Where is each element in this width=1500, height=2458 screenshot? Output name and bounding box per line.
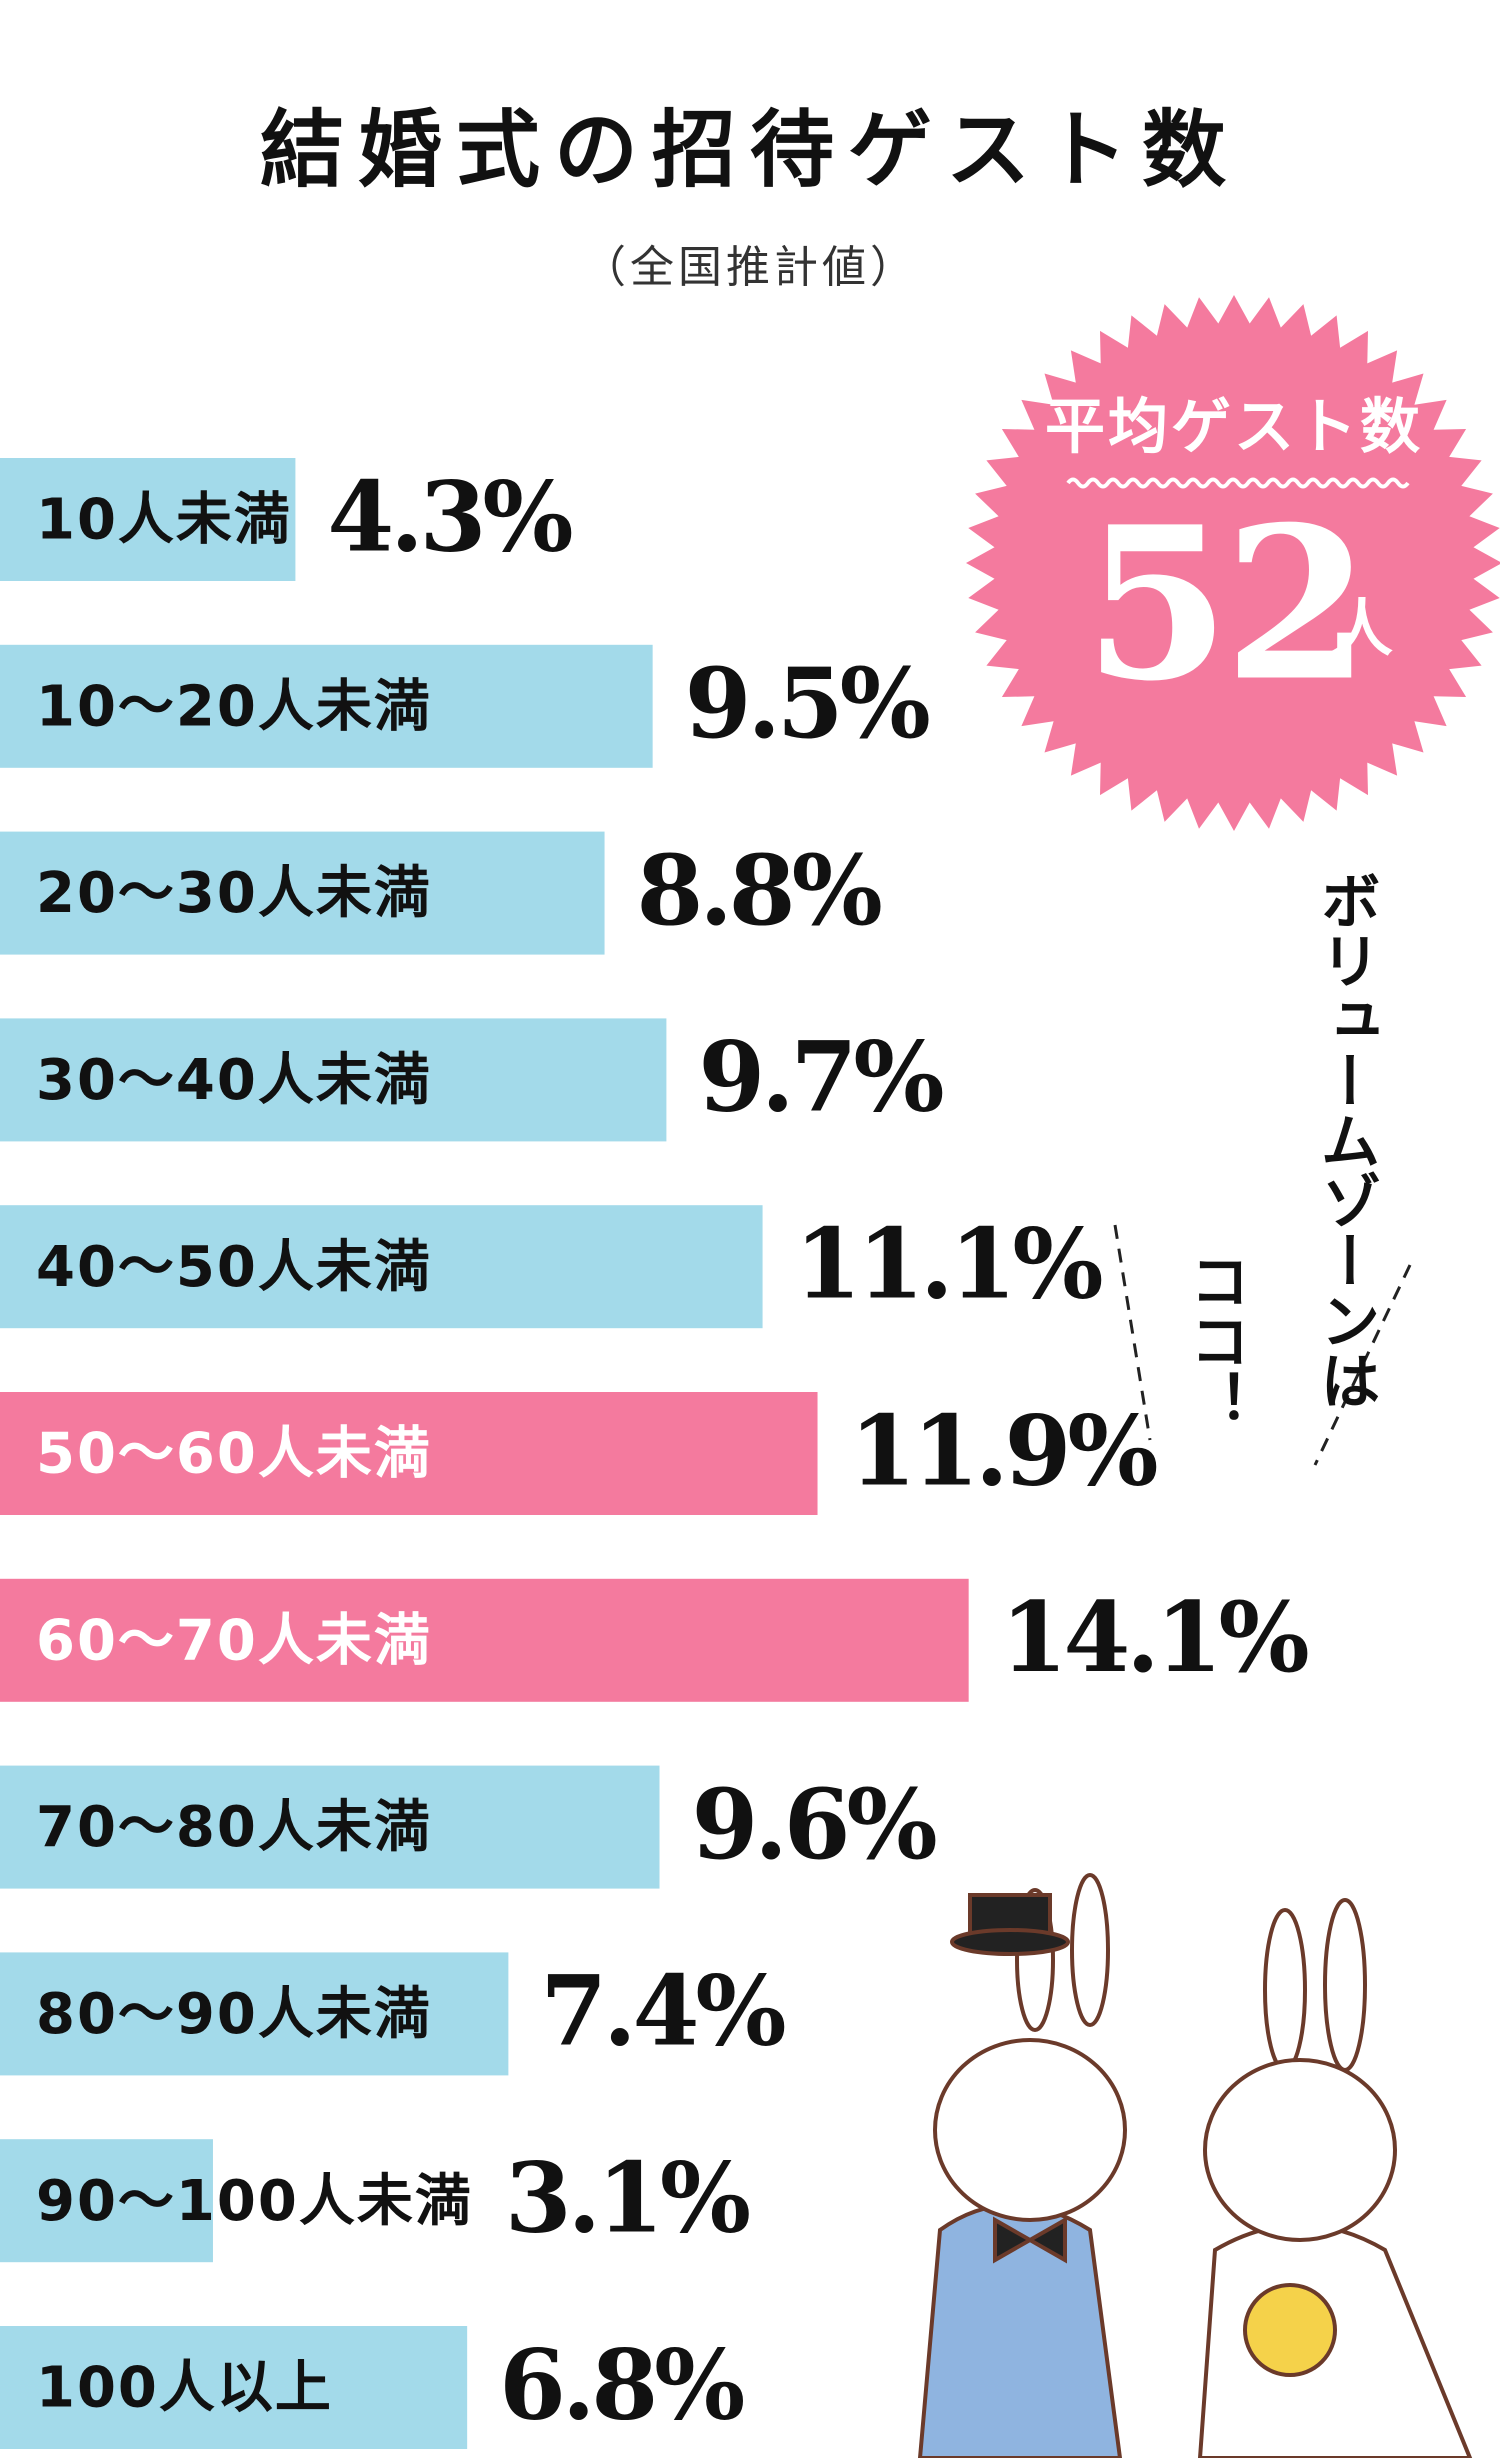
badge-value: 52	[1084, 481, 1364, 728]
bar	[0, 1578, 969, 1702]
value-label: 9.5%	[685, 647, 929, 760]
hat-brim	[950, 1928, 1070, 1956]
value-label: 9.7%	[698, 1021, 942, 1134]
bar	[0, 1205, 763, 1329]
bar	[0, 2326, 468, 2449]
badge-label: 平均ゲスト数	[1045, 393, 1423, 463]
ear	[1323, 1898, 1367, 2072]
category-label: 100人以上	[36, 2356, 333, 2421]
chart-title: 結婚式の招待ゲスト数	[260, 101, 1240, 199]
bar	[0, 2139, 213, 2263]
bowtie	[993, 2216, 1067, 2264]
category-label: 50〜60人未満	[36, 1422, 432, 1487]
bars: 10人未満 4.3% 10〜20人未満 9.5% 20〜30人未満 8.8% 30〜40人未…	[0, 458, 1311, 2449]
category-label: 30〜40人未満	[36, 1048, 432, 1113]
bar	[0, 1765, 660, 1889]
category-label: 60〜70人未満	[36, 1608, 432, 1673]
value-label: 11.9%	[850, 1394, 1157, 1507]
value-label: 4.3%	[327, 460, 571, 573]
value-label: 14.1%	[1001, 1581, 1308, 1694]
annotation: ボリュームゾーンは	[1310, 870, 1380, 1410]
bar	[0, 644, 653, 768]
value-label: 9.6%	[692, 1768, 936, 1881]
chart-subtitle: （全国推計値）	[582, 242, 918, 293]
value-label: 7.4%	[540, 1955, 784, 2068]
badge-wave	[1066, 477, 1410, 489]
ear	[1263, 1908, 1307, 2072]
badge: 平均ゲスト数 52人	[966, 295, 1500, 831]
bouquet	[1243, 2283, 1337, 2377]
value-label: 11.1%	[795, 1208, 1102, 1321]
dash-line	[1313, 1264, 1412, 1466]
value-label: 3.1%	[505, 2142, 749, 2255]
illustration	[917, 1873, 1473, 2458]
category-label: 70〜80人未満	[36, 1795, 432, 1860]
head	[933, 2038, 1127, 2222]
ear	[1070, 1873, 1110, 2027]
dash-line	[1113, 1224, 1152, 1441]
category-label: 10〜20人未満	[36, 674, 432, 739]
category-label: 20〜30人未満	[36, 861, 432, 926]
bar	[0, 1392, 818, 1515]
category-label: 90〜100人未満	[36, 2169, 473, 2234]
value-label: 8.8%	[637, 834, 881, 947]
value-label: 6.8%	[499, 2328, 743, 2441]
category-label: 80〜90人未満	[36, 1982, 432, 2047]
bar	[0, 458, 296, 581]
category-label: 40〜50人未満	[36, 1235, 432, 1300]
head	[1203, 2058, 1397, 2242]
bar	[0, 1018, 667, 1142]
decoration	[1113, 1224, 1412, 1466]
bar	[0, 1952, 509, 2076]
annotation: ココ！	[1180, 1250, 1250, 1430]
bar	[0, 831, 605, 955]
category-label: 10人未満	[36, 488, 292, 553]
badge-shape	[966, 295, 1500, 831]
badge-unit: 人	[1331, 592, 1393, 665]
